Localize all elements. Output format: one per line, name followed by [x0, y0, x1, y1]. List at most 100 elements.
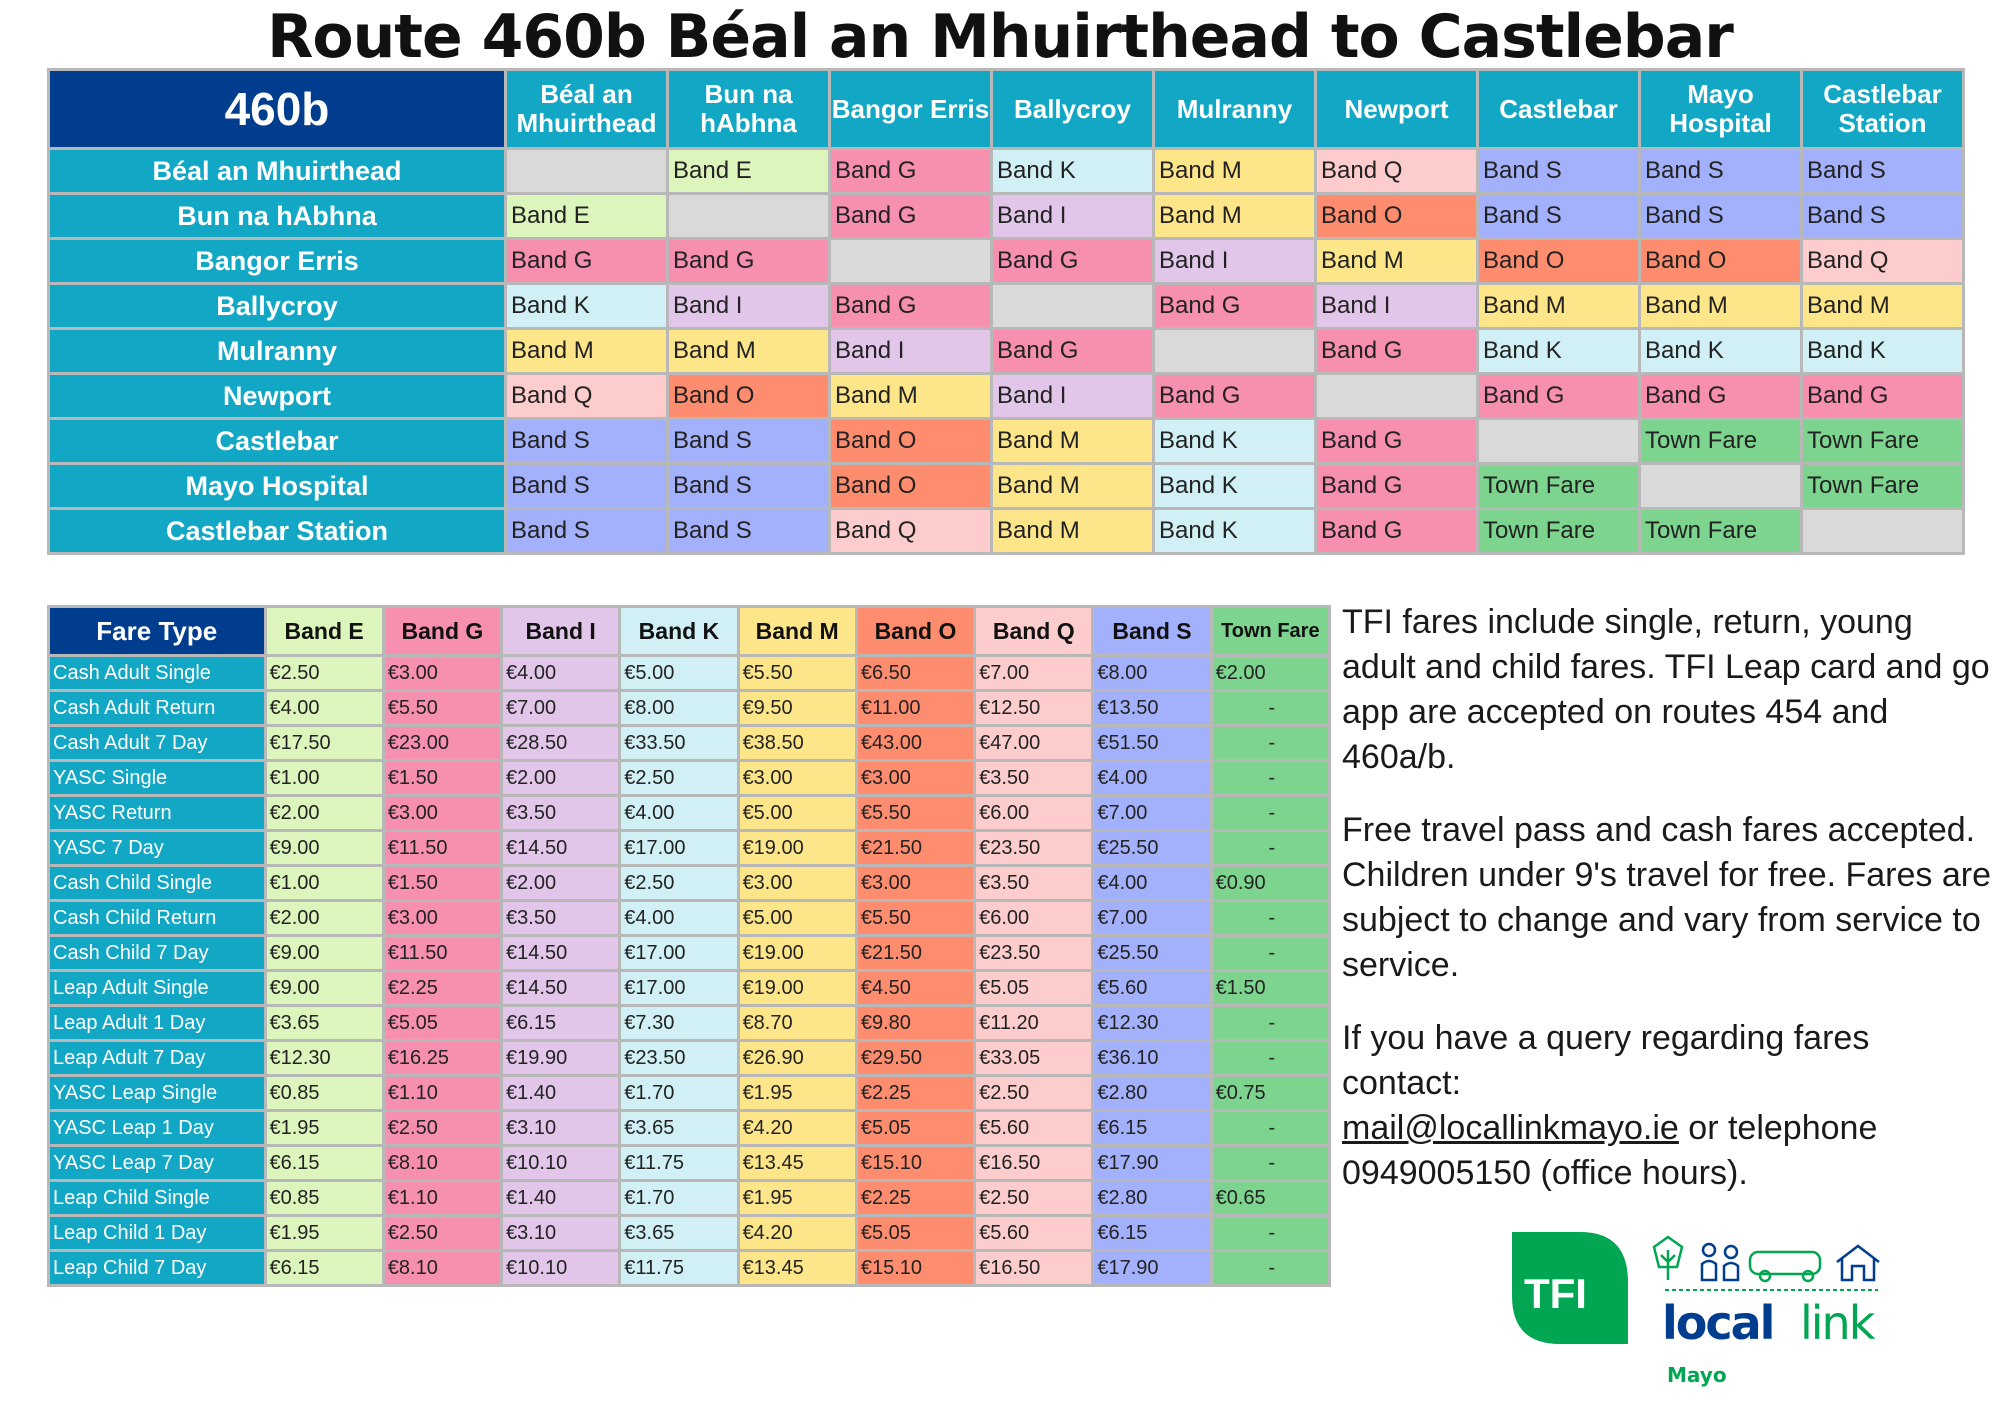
band-cell: Band O — [828, 462, 993, 510]
logo-local-text: local — [1662, 1296, 1773, 1350]
fare-type-leap-child-single: Leap Child Single — [47, 1179, 267, 1217]
band-cell: Band M — [666, 327, 831, 375]
fare-row: Cash Child Single €1.00 €1.50 €2.00 €2.50 €3.… — [47, 864, 1332, 902]
column-header-bangor-erris: Bangor Erris — [828, 68, 993, 150]
fare-cell: €9.00 — [263, 969, 385, 1007]
fare-cell: €1.10 — [381, 1179, 504, 1217]
band-cell: Band M — [1314, 237, 1479, 285]
fare-cell: - — [1209, 1109, 1332, 1147]
fare-cell: €2.50 — [263, 654, 385, 692]
band-cell: Band K — [1152, 462, 1317, 510]
fare-cell: - — [1209, 1249, 1332, 1287]
matrix-row: Mayo Hospital Band S Band S Band O Band M Ban… — [47, 462, 1965, 510]
fare-row: Leap Adult Single €9.00 €2.25 €14.50 €17.00 €… — [47, 969, 1332, 1007]
fare-cell: €3.00 — [854, 864, 977, 902]
band-cell: Town Fare — [1476, 462, 1641, 510]
fare-cell: €4.50 — [854, 969, 977, 1007]
fare-cell: €28.50 — [500, 724, 622, 762]
fare-cell: €7.30 — [618, 1004, 740, 1042]
fare-cell: €1.40 — [500, 1179, 622, 1217]
fare-row: YASC Leap Single €0.85 €1.10 €1.40 €1.70 €1.9… — [47, 1074, 1332, 1112]
band-cell: Band Q — [1800, 237, 1965, 285]
fare-cell: €6.15 — [500, 1004, 622, 1042]
fare-cell: €5.05 — [854, 1109, 977, 1147]
fare-row: Cash Adult Return €4.00 €5.50 €7.00 €8.00 €9.… — [47, 689, 1332, 727]
fare-row: YASC Return €2.00 €3.00 €3.50 €4.00 €5.00 €5.5… — [47, 794, 1332, 832]
email-link[interactable]: mail@locallinkmayo.ie — [1342, 1109, 1679, 1147]
column-header-castlebar: Castlebar — [1476, 68, 1641, 150]
fare-cell: - — [1209, 1214, 1332, 1252]
fare-cell: €4.20 — [736, 1109, 858, 1147]
fare-cell: €2.50 — [973, 1179, 1095, 1217]
fare-cell: €8.00 — [618, 689, 740, 727]
fare-cell: €47.00 — [973, 724, 1095, 762]
fare-cell: €5.60 — [1091, 969, 1213, 1007]
band-cell: Band S — [1800, 192, 1965, 240]
fare-cell: €5.50 — [854, 899, 977, 937]
empty-cell — [828, 237, 993, 285]
fare-cell: €7.00 — [500, 689, 622, 727]
empty-cell — [504, 147, 669, 195]
fare-cell: €14.50 — [500, 934, 622, 972]
tfi-leaf-icon — [1512, 1232, 1628, 1344]
band-cell: Town Fare — [1638, 417, 1803, 465]
bus-icon — [1748, 1250, 1822, 1283]
fare-cell: €5.00 — [736, 794, 858, 832]
column-header-mulranny: Mulranny — [1152, 68, 1317, 150]
fare-column-band-q: Band Q — [973, 605, 1095, 657]
fare-cell: €6.15 — [263, 1249, 385, 1287]
row-header-bun-na-habhna: Bun na hAbhna — [47, 192, 507, 240]
fare-cell: - — [1209, 794, 1332, 832]
band-cell: Band I — [990, 192, 1155, 240]
fare-row: YASC Leap 7 Day €6.15 €8.10 €10.10 €11.75 €13… — [47, 1144, 1332, 1182]
band-cell: Band S — [504, 417, 669, 465]
fare-cell: €5.05 — [973, 969, 1095, 1007]
fare-cell: €6.00 — [973, 899, 1095, 937]
column-header-bun-na-habhna: Bun na hAbhna — [666, 68, 831, 150]
fare-cell: €0.75 — [1209, 1074, 1332, 1112]
fare-cell: €29.50 — [854, 1039, 977, 1077]
column-header-mayo-hospital: Mayo Hospital — [1638, 68, 1803, 150]
fare-cell: - — [1209, 724, 1332, 762]
fare-type-leap-adult-7-day: Leap Adult 7 Day — [47, 1039, 267, 1077]
matrix-row: Newport Band Q Band O Band M Band I Band G Ban… — [47, 372, 1965, 420]
fare-cell: €14.50 — [500, 829, 622, 867]
fare-cell: €3.65 — [618, 1109, 740, 1147]
fare-cell: €26.90 — [736, 1039, 858, 1077]
fare-cell: €11.20 — [973, 1004, 1095, 1042]
band-cell: Band K — [1152, 417, 1317, 465]
fare-cell: €2.80 — [1091, 1179, 1213, 1217]
fare-cell: €17.50 — [263, 724, 385, 762]
house-icon — [1836, 1244, 1880, 1282]
fare-cell: €2.50 — [381, 1214, 504, 1252]
fare-cell: €3.00 — [736, 864, 858, 902]
band-cell: Band G — [990, 327, 1155, 375]
people-icon — [1700, 1242, 1740, 1282]
band-cell: Band K — [1476, 327, 1641, 375]
fare-cell: €4.00 — [263, 689, 385, 727]
band-cell: Town Fare — [1476, 507, 1641, 555]
band-cell: Band M — [1800, 282, 1965, 330]
band-cell: Band G — [1314, 417, 1479, 465]
matrix-row: Mulranny Band M Band M Band I Band G Band G Ba… — [47, 327, 1965, 375]
empty-cell — [1314, 372, 1479, 420]
fare-column-band-s: Band S — [1091, 605, 1213, 657]
fare-cell: €1.70 — [618, 1074, 740, 1112]
fare-type-yasc-leap-single: YASC Leap Single — [47, 1074, 267, 1112]
fare-cell: €8.10 — [381, 1144, 504, 1182]
fare-cell: €2.00 — [263, 794, 385, 832]
fare-cell: €7.00 — [1091, 794, 1213, 832]
fare-type-yasc-return: YASC Return — [47, 794, 267, 832]
fare-type-yasc-leap-7-day: YASC Leap 7 Day — [47, 1144, 267, 1182]
fare-row: YASC Single €1.00 €1.50 €2.00 €2.50 €3.00 €3.0… — [47, 759, 1332, 797]
fare-cell: €1.70 — [618, 1179, 740, 1217]
fare-type-yasc-single: YASC Single — [47, 759, 267, 797]
fare-cell: €3.10 — [500, 1109, 622, 1147]
logo-region-text: Mayo — [1667, 1363, 1727, 1387]
band-cell: Band K — [990, 147, 1155, 195]
row-header-castlebar-station: Castlebar Station — [47, 507, 507, 555]
fare-column-band-m: Band M — [736, 605, 858, 657]
